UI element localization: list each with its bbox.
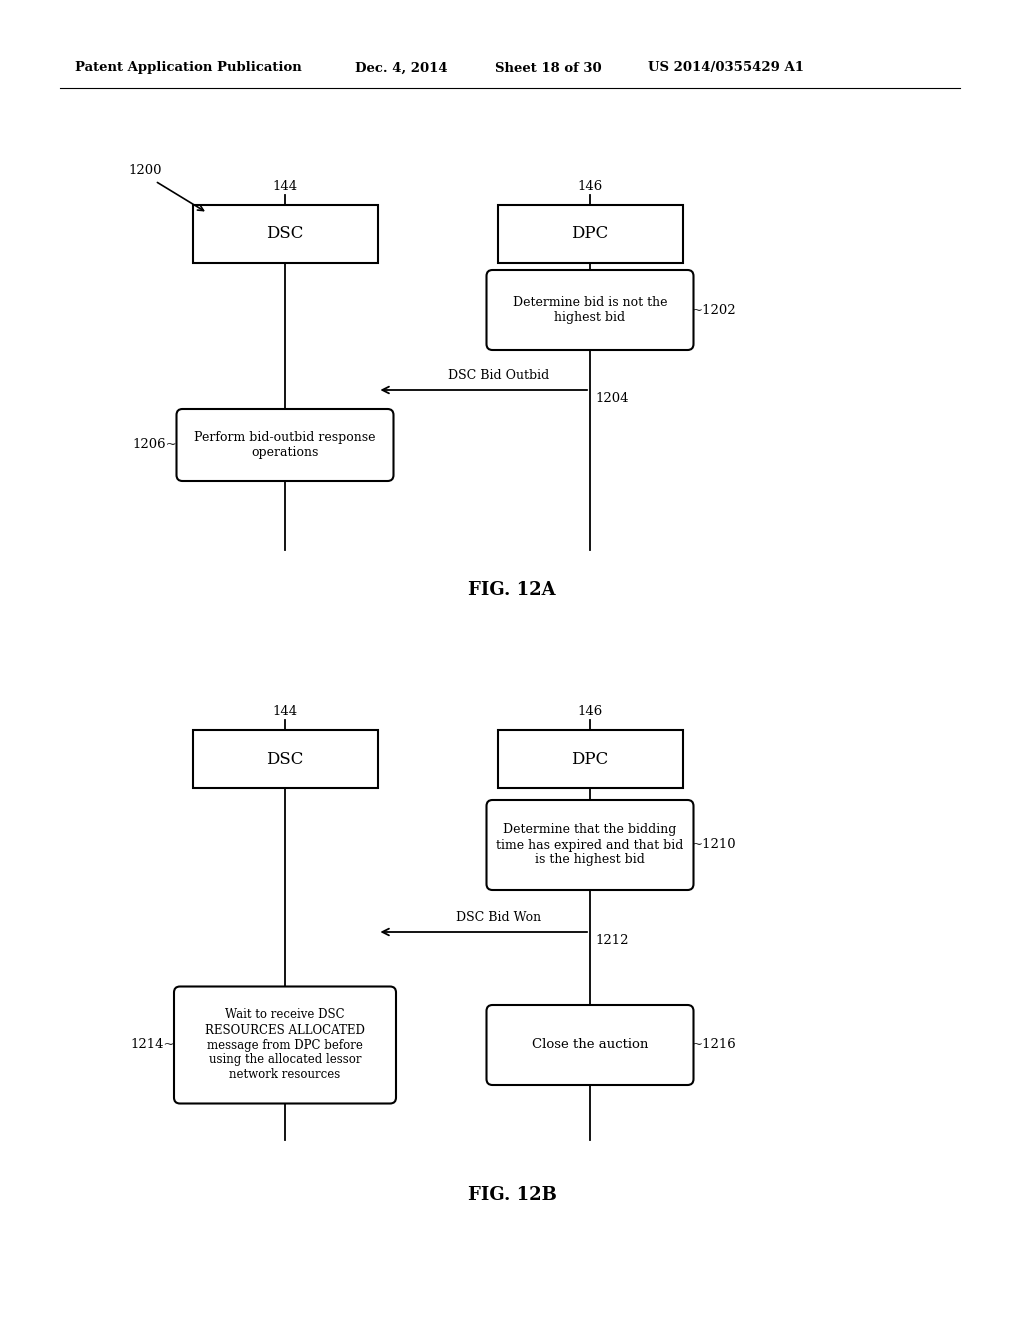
Text: ~1210: ~1210 xyxy=(691,838,736,851)
Text: 144: 144 xyxy=(272,180,298,193)
FancyBboxPatch shape xyxy=(174,986,396,1104)
FancyBboxPatch shape xyxy=(176,409,393,480)
Bar xyxy=(193,730,378,788)
Text: DPC: DPC xyxy=(571,751,608,767)
Text: Determine that the bidding
time has expired and that bid
is the highest bid: Determine that the bidding time has expi… xyxy=(497,824,684,866)
Text: ~1202: ~1202 xyxy=(691,304,736,317)
Text: 146: 146 xyxy=(578,180,603,193)
Text: FIG. 12B: FIG. 12B xyxy=(468,1185,556,1204)
FancyBboxPatch shape xyxy=(486,800,693,890)
Text: Patent Application Publication: Patent Application Publication xyxy=(75,62,302,74)
Text: 146: 146 xyxy=(578,705,603,718)
Text: 1206~: 1206~ xyxy=(133,438,177,451)
Bar xyxy=(193,205,378,263)
Text: Sheet 18 of 30: Sheet 18 of 30 xyxy=(495,62,602,74)
Text: DSC Bid Outbid: DSC Bid Outbid xyxy=(449,370,549,381)
Text: 1212: 1212 xyxy=(595,935,629,946)
Text: 1204: 1204 xyxy=(595,392,629,405)
Text: 1214~: 1214~ xyxy=(130,1039,175,1052)
Text: 1200: 1200 xyxy=(128,164,162,177)
Text: Determine bid is not the
highest bid: Determine bid is not the highest bid xyxy=(513,296,668,323)
Text: FIG. 12A: FIG. 12A xyxy=(468,581,556,599)
Text: DSC Bid Won: DSC Bid Won xyxy=(456,911,542,924)
Text: Close the auction: Close the auction xyxy=(531,1039,648,1052)
Text: Wait to receive DSC
RESOURCES ALLOCATED
message from DPC before
using the alloca: Wait to receive DSC RESOURCES ALLOCATED … xyxy=(205,1008,365,1081)
Text: Dec. 4, 2014: Dec. 4, 2014 xyxy=(355,62,447,74)
Text: DPC: DPC xyxy=(571,226,608,243)
Bar xyxy=(498,205,683,263)
FancyBboxPatch shape xyxy=(486,1005,693,1085)
Text: ~1216: ~1216 xyxy=(691,1039,736,1052)
Text: Perform bid-outbid response
operations: Perform bid-outbid response operations xyxy=(195,432,376,459)
Text: US 2014/0355429 A1: US 2014/0355429 A1 xyxy=(648,62,804,74)
Text: DSC: DSC xyxy=(266,226,304,243)
Text: 144: 144 xyxy=(272,705,298,718)
FancyBboxPatch shape xyxy=(486,271,693,350)
Text: DSC: DSC xyxy=(266,751,304,767)
Bar xyxy=(498,730,683,788)
